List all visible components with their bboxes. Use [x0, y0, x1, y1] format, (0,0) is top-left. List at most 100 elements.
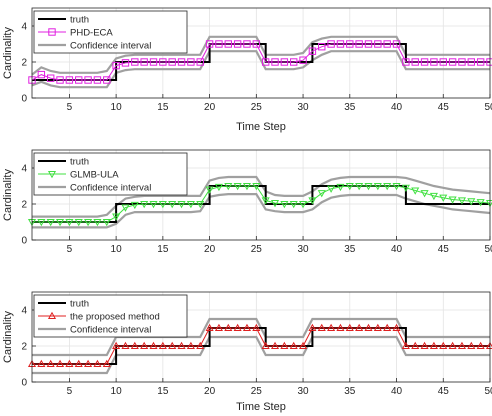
estimate-point [130, 341, 139, 350]
estimate-point [261, 341, 270, 350]
truth-line [32, 185, 490, 223]
x-tick-label: 20 [204, 386, 216, 397]
estimate-point [84, 359, 93, 368]
estimate-line [31, 43, 490, 81]
x-tick-label: 25 [251, 244, 263, 255]
legend-label: Confidence interval [70, 325, 151, 336]
estimate-point [177, 200, 186, 209]
estimate-point [346, 40, 354, 48]
y-tick-label: 0 [21, 94, 27, 105]
confidence-lower-line [32, 335, 490, 375]
estimate-point [196, 200, 205, 209]
x-tick-label: 15 [157, 386, 169, 397]
estimate-point [327, 40, 335, 48]
estimate-point [383, 323, 392, 332]
estimate-point [168, 341, 177, 350]
estimate-point [93, 359, 102, 368]
y-tick-label: 2 [21, 200, 27, 211]
x-tick-label: 10 [111, 102, 123, 113]
y-axis-label: Cardinality [2, 311, 14, 363]
estimate-point [383, 182, 392, 191]
estimate-point [158, 200, 167, 209]
estimate-point [448, 58, 457, 66]
x-tick-label: 35 [344, 102, 356, 113]
estimate-point [84, 218, 93, 227]
estimate-point [467, 58, 476, 66]
legend-label: Confidence interval [70, 41, 151, 52]
estimate-point [65, 218, 74, 227]
legend-marker [47, 170, 57, 179]
estimate-point [242, 323, 252, 332]
estimate-point [317, 323, 326, 332]
estimate-point [401, 184, 410, 193]
estimate-point [280, 200, 289, 209]
legend-marker [48, 28, 56, 36]
estimate-point [243, 40, 251, 48]
estimate-point [364, 182, 373, 191]
estimate-point [149, 200, 158, 209]
estimate-point [74, 359, 83, 368]
estimate-point [458, 58, 466, 66]
estimate-point [121, 341, 130, 350]
confidence-upper-line [31, 35, 490, 76]
x-tick-label: 5 [67, 386, 73, 397]
chart-panel-2: 5 10 15 20 25 30 35 40 45 50 0 2 4 Cardinality truth GL… [2, 149, 492, 255]
x-tick-label: 40 [391, 386, 403, 397]
estimate-point [112, 61, 120, 70]
confidence-upper-line [32, 175, 491, 218]
chart-panel-1: 5 10 15 20 25 30 35 40 45 50 0 2 4 Time Step Cardinali… [2, 7, 492, 133]
y-tick-label: 2 [21, 58, 27, 69]
x-tick-label: 40 [391, 102, 403, 113]
x-tick-label: 45 [438, 102, 450, 113]
estimate-point [430, 58, 438, 66]
estimate-point [252, 323, 261, 332]
x-tick-label: 50 [484, 386, 492, 397]
estimate-point [46, 74, 55, 82]
estimate-point [168, 58, 176, 66]
estimate-point [420, 58, 429, 66]
estimate-point [214, 183, 223, 192]
estimate-point [467, 198, 476, 206]
estimate-point [74, 218, 83, 227]
chart-panel-3: 5 10 15 20 25 30 35 40 45 50 0 2 4 Time Step Cardinali… [2, 291, 492, 413]
x-tick-label: 5 [67, 102, 73, 113]
estimate-point [233, 40, 242, 48]
x-tick-label: 45 [438, 244, 450, 255]
estimate-point [242, 182, 252, 191]
estimate-point [373, 182, 382, 191]
x-tick-label: 30 [297, 244, 309, 255]
legend: truth the proposed method Confidence inter… [33, 294, 188, 338]
estimate-point [56, 76, 64, 84]
estimate-point [289, 341, 298, 350]
estimate-point [299, 341, 308, 350]
estimate-point [140, 58, 148, 66]
estimate-point [140, 341, 149, 350]
estimate-point [55, 359, 65, 368]
x-tick-label: 25 [251, 102, 263, 113]
estimate-point [308, 323, 317, 332]
estimate-point [112, 341, 121, 350]
estimate-point [131, 58, 139, 66]
estimate-point [270, 200, 280, 208]
estimate-point [345, 182, 354, 191]
estimate-point [140, 200, 149, 209]
estimate-point [476, 199, 485, 207]
estimate-point [261, 58, 270, 66]
estimate-point [364, 40, 373, 48]
estimate-point [177, 341, 186, 350]
y-axis-label: Cardinality [2, 169, 14, 221]
estimate-point [224, 40, 232, 48]
estimate-point [336, 323, 345, 332]
estimate-point [373, 323, 382, 332]
estimate-point [429, 192, 438, 201]
estimate-point [317, 190, 326, 198]
estimate-point [429, 341, 438, 350]
axes-box [31, 149, 491, 241]
estimate-point [327, 185, 336, 193]
estimate-point [299, 200, 308, 209]
estimate-point [196, 58, 204, 66]
x-tick-label: 20 [204, 244, 216, 255]
legend: truth PHD-ECA Confidence interval [33, 10, 188, 54]
y-axis-label: Cardinality [2, 27, 14, 79]
estimate-point [476, 58, 485, 66]
